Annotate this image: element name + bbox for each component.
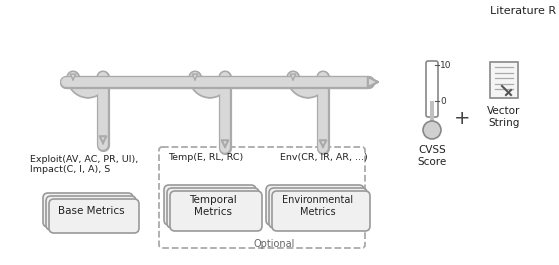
Text: Optional: Optional	[253, 239, 295, 249]
Circle shape	[423, 121, 441, 139]
FancyBboxPatch shape	[266, 185, 364, 225]
Text: Environmental
Metrics: Environmental Metrics	[282, 195, 353, 217]
Bar	[490, 62, 518, 98]
Bar	[430, 101, 434, 123]
FancyBboxPatch shape	[167, 188, 259, 228]
Text: Temp(E, RL, RC): Temp(E, RL, RC)	[168, 153, 243, 162]
Text: 10: 10	[440, 60, 452, 69]
Text: Base Metrics: Base Metrics	[58, 206, 124, 216]
Text: Exploit(AV, AC, PR, UI),
Impact(C, I, A), S: Exploit(AV, AC, PR, UI), Impact(C, I, A)…	[30, 155, 138, 174]
FancyBboxPatch shape	[426, 61, 438, 117]
FancyBboxPatch shape	[43, 193, 133, 227]
FancyBboxPatch shape	[46, 196, 136, 230]
FancyBboxPatch shape	[272, 191, 370, 231]
FancyBboxPatch shape	[164, 185, 256, 225]
Text: 0: 0	[440, 96, 446, 105]
Text: Literature R: Literature R	[490, 6, 556, 16]
Text: Temporal
Metrics: Temporal Metrics	[189, 195, 237, 217]
FancyBboxPatch shape	[269, 188, 367, 228]
Text: Vector
String: Vector String	[487, 106, 520, 128]
FancyBboxPatch shape	[170, 191, 262, 231]
Text: Env(CR, IR, AR, ...): Env(CR, IR, AR, ...)	[280, 153, 368, 162]
Text: +: +	[454, 108, 470, 127]
Text: CVSS
Score: CVSS Score	[418, 145, 447, 167]
FancyBboxPatch shape	[49, 199, 139, 233]
